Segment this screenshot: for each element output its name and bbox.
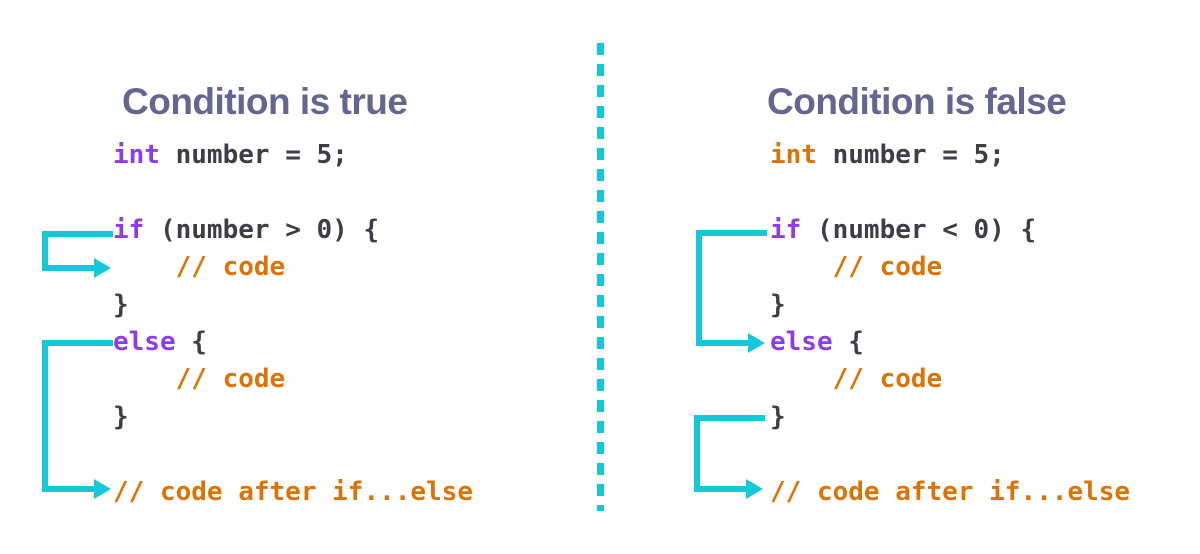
panel-heading-condition-false: Condition is false — [767, 80, 1067, 122]
code-block-condition-true: int number = 5; if (number > 0) { // code… — [113, 137, 473, 511]
code-token: // code — [832, 252, 943, 283]
code-token — [770, 364, 833, 394]
arrow-if-to-if-body-line — [42, 231, 113, 271]
code-line: } — [770, 399, 1130, 436]
code-token: // code after if...else — [113, 476, 474, 507]
code-token: int — [770, 140, 817, 170]
code-token: if — [770, 214, 802, 245]
code-token: // code — [832, 364, 943, 395]
code-line: else { — [113, 324, 473, 361]
code-token: else — [113, 326, 176, 357]
code-token: (number > 0) { — [144, 214, 380, 245]
code-token: number = 5; — [816, 140, 1005, 170]
code-line: } — [113, 287, 473, 324]
code-line: int number = 5; — [770, 137, 1130, 174]
arrow-close-brace-to-code-after-arrowhead-icon — [746, 479, 763, 499]
code-line: else { — [770, 324, 1130, 361]
code-token: } — [113, 401, 129, 432]
code-line — [770, 174, 1130, 211]
code-line: } — [770, 287, 1130, 324]
code-line: // code after if...else — [113, 474, 473, 511]
code-token: if — [113, 214, 145, 245]
code-token: else — [770, 326, 833, 357]
arrow-else-to-code-after-arrowhead-icon — [94, 479, 111, 499]
code-line: if (number > 0) { — [113, 212, 473, 249]
code-line — [113, 436, 473, 473]
code-line: if (number < 0) { — [770, 212, 1130, 249]
code-line: } — [113, 399, 473, 436]
code-token: } — [113, 289, 129, 320]
arrow-close-brace-to-code-after-line — [694, 415, 765, 492]
arrow-if-to-else-arrowhead-icon — [748, 333, 765, 353]
arrow-else-to-code-after-line — [42, 340, 113, 492]
code-block-condition-false: int number = 5; if (number < 0) { // code… — [770, 137, 1130, 511]
code-token — [770, 252, 833, 282]
code-token: // code after if...else — [770, 476, 1131, 507]
arrow-if-to-if-body-arrowhead-icon — [94, 258, 111, 278]
code-token: // code — [175, 252, 286, 283]
code-token: // code — [175, 364, 286, 395]
arrow-if-to-else-line — [696, 230, 767, 346]
code-line: // code — [113, 249, 473, 286]
code-token: number = 5; — [159, 140, 348, 170]
code-line: // code — [113, 361, 473, 398]
code-token — [113, 364, 176, 394]
code-line: // code — [770, 361, 1130, 398]
code-token — [113, 252, 176, 282]
code-token: { — [832, 326, 864, 357]
code-token: int — [113, 140, 160, 170]
code-line: int number = 5; — [113, 137, 473, 174]
code-line: // code — [770, 249, 1130, 286]
code-line: // code after if...else — [770, 474, 1130, 511]
code-token: (number < 0) { — [801, 214, 1037, 245]
dashed-divider-line — [597, 43, 604, 511]
code-line — [770, 436, 1130, 473]
code-token: } — [770, 401, 786, 432]
code-line — [113, 174, 473, 211]
code-token: } — [770, 289, 786, 320]
panel-heading-condition-true: Condition is true — [122, 80, 408, 122]
code-token: { — [175, 326, 207, 357]
